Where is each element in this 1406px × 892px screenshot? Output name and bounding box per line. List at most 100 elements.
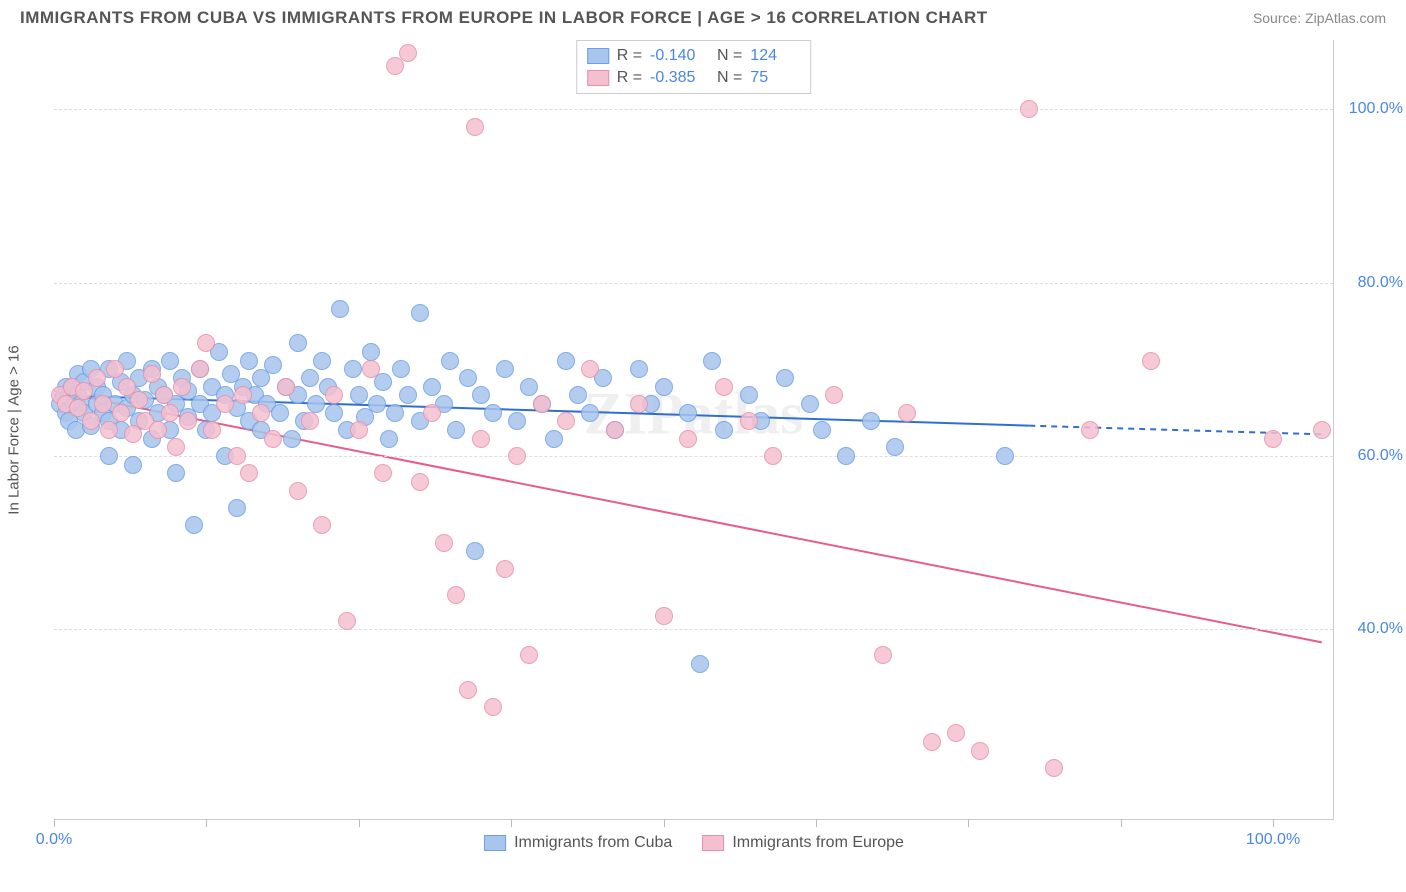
x-tick [816,819,817,827]
scatter-point [557,412,575,430]
scatter-point [630,395,648,413]
scatter-point [874,646,892,664]
scatter-point [374,464,392,482]
scatter-point [508,412,526,430]
scatter-point [837,447,855,465]
scatter-point [545,430,563,448]
stat-label-n: N = [708,69,742,87]
scatter-point [399,386,417,404]
scatter-point [447,586,465,604]
chart-title: IMMIGRANTS FROM CUBA VS IMMIGRANTS FROM … [20,8,988,28]
scatter-point [441,352,459,370]
legend-item: Immigrants from Cuba [484,834,672,852]
scatter-point [325,386,343,404]
scatter-point [240,352,258,370]
scatter-point [447,421,465,439]
scatter-point [898,404,916,422]
scatter-point [923,733,941,751]
scatter-point [411,473,429,491]
scatter-point [338,612,356,630]
legend-swatch [587,48,609,64]
legend-swatch [484,835,506,851]
scatter-point [228,447,246,465]
scatter-point [350,386,368,404]
scatter-point [234,386,252,404]
scatter-point [1045,759,1063,777]
scatter-point [1020,100,1038,118]
x-tick [359,819,360,827]
scatter-point [459,681,477,699]
scatter-point [149,421,167,439]
scatter-point [124,456,142,474]
scatter-point [801,395,819,413]
scatter-point [466,542,484,560]
source-attribution: Source: ZipAtlas.com [1253,10,1386,26]
scatter-point [569,386,587,404]
scatter-point [508,447,526,465]
scatter-point [947,724,965,742]
stat-value-r: -0.385 [650,69,700,87]
scatter-point [484,698,502,716]
y-axis-label: In Labor Force | Age > 16 [6,345,23,514]
scatter-point [466,118,484,136]
scatter-point [277,378,295,396]
scatter-point [715,421,733,439]
scatter-point [112,404,130,422]
scatter-point [325,404,343,422]
scatter-point [344,360,362,378]
legend-item: Immigrants from Europe [702,834,904,852]
x-tick [511,819,512,827]
scatter-point [197,334,215,352]
scatter-point [161,352,179,370]
source-name: ZipAtlas.com [1305,10,1386,26]
stats-row: R = -0.140 N = 124 [587,45,801,67]
scatter-point [264,430,282,448]
scatter-point [94,395,112,413]
scatter-point [161,404,179,422]
scatter-point [1142,352,1160,370]
scatter-point [655,607,673,625]
legend-swatch [702,835,724,851]
scatter-point [283,430,301,448]
x-tick [968,819,969,827]
y-tick-label: 60.0% [1343,447,1403,465]
scatter-point [1081,421,1099,439]
scatter-point [252,404,270,422]
scatter-point [362,343,380,361]
legend-swatch [587,70,609,86]
scatter-point [715,378,733,396]
scatter-point [472,430,490,448]
scatter-point [411,304,429,322]
scatter-point [350,421,368,439]
scatter-point [313,352,331,370]
scatter-point [606,421,624,439]
scatter-point [459,369,477,387]
scatter-point [191,360,209,378]
scatter-point [557,352,575,370]
scatter-point [264,356,282,374]
scatter-point [533,395,551,413]
scatter-point [82,412,100,430]
scatter-point [301,369,319,387]
scatter-point [307,395,325,413]
stat-value-n: 124 [750,47,800,65]
scatter-point [100,447,118,465]
scatter-point [813,421,831,439]
scatter-point [313,516,331,534]
stat-label-r: R = [617,47,642,65]
scatter-point [423,404,441,422]
y-tick-label: 100.0% [1343,100,1403,118]
scatter-point [472,386,490,404]
scatter-point [630,360,648,378]
stats-row: R = -0.385 N = 75 [587,67,801,89]
gridline-horizontal [54,456,1333,457]
scatter-point [996,447,1014,465]
scatter-point [167,438,185,456]
legend-label: Immigrants from Europe [732,834,904,852]
scatter-point [289,334,307,352]
scatter-point [581,360,599,378]
scatter-point [173,378,191,396]
scatter-point [776,369,794,387]
scatter-point [679,404,697,422]
x-tick-label: 0.0% [36,831,72,849]
